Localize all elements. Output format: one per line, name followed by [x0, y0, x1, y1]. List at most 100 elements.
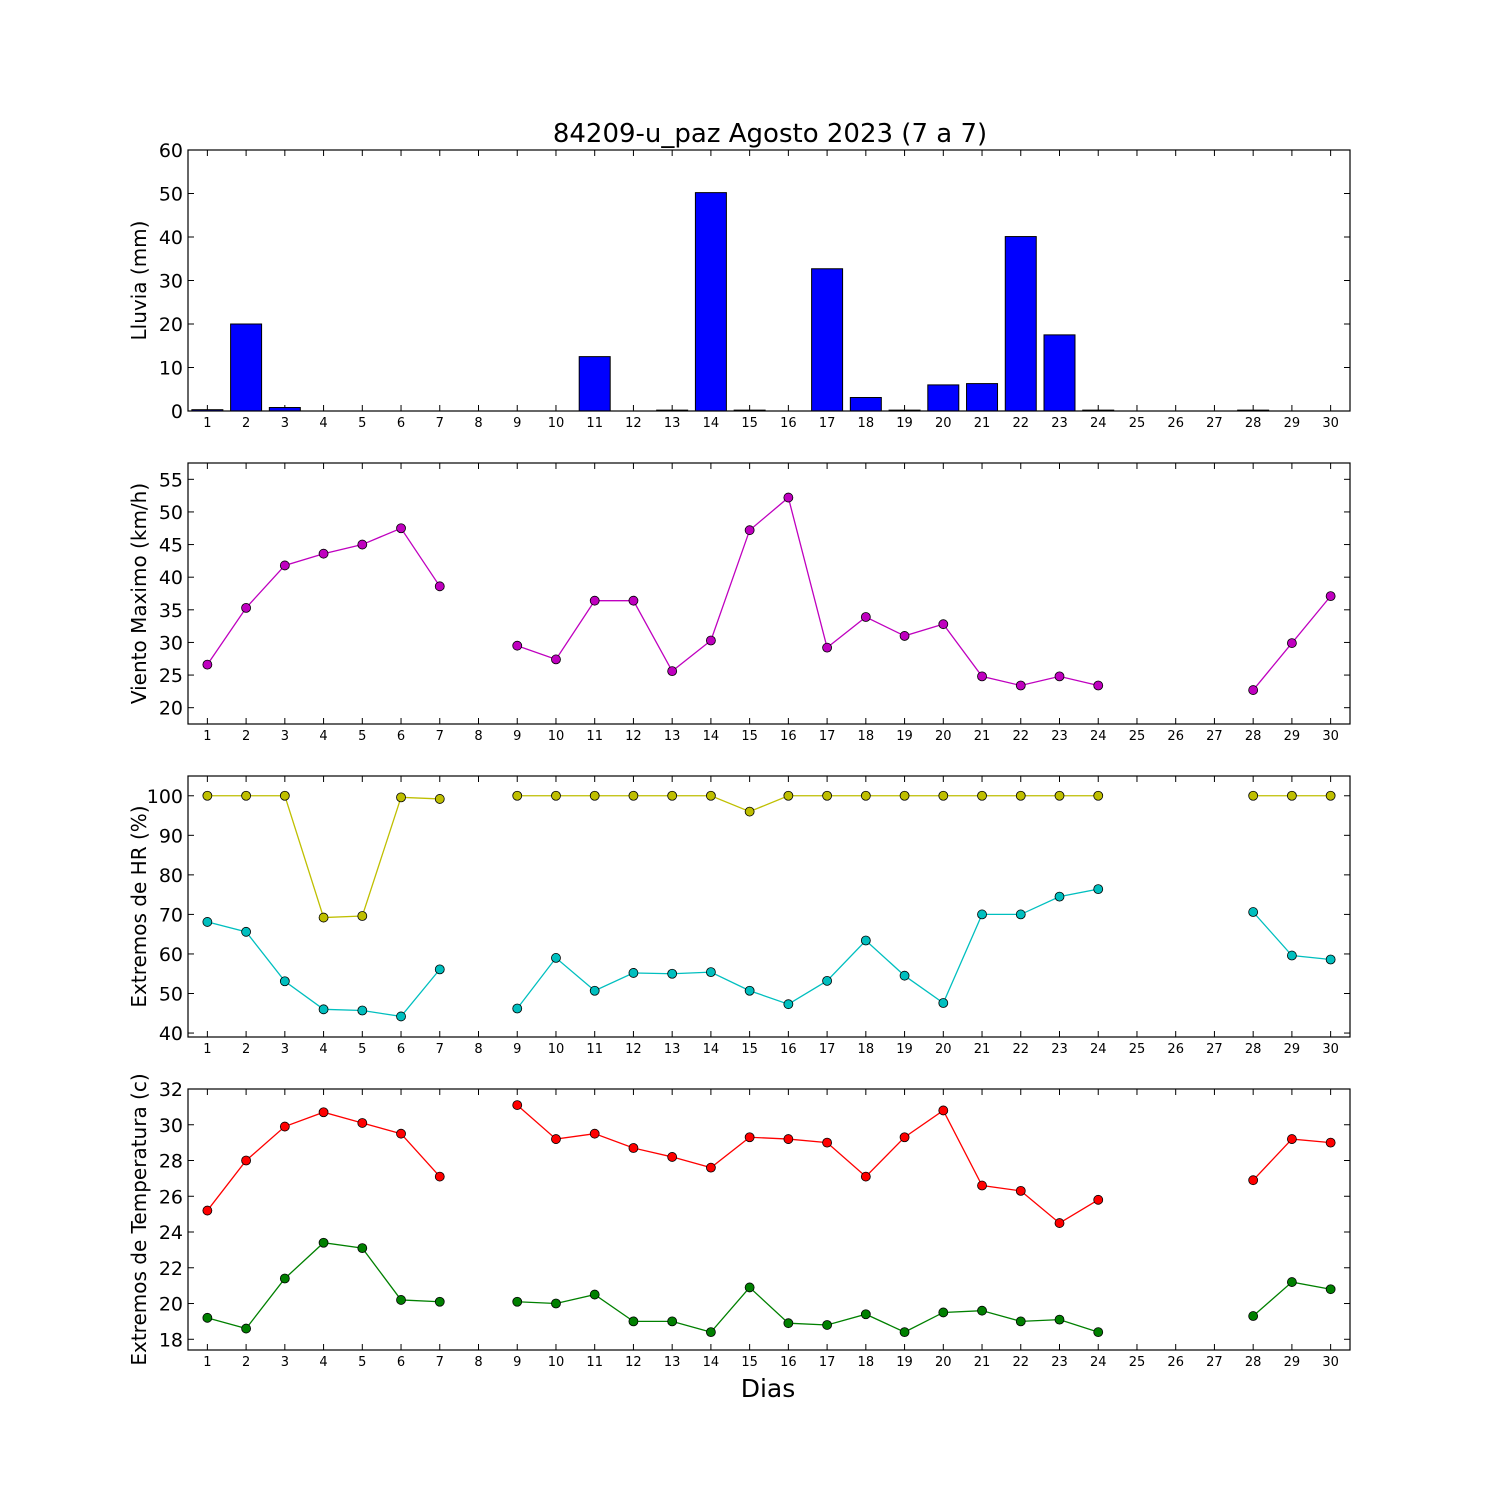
temp-min-point: [977, 1305, 987, 1316]
x-tick-label: 10: [548, 416, 565, 431]
y-tick-label: 0: [171, 401, 183, 423]
hr-min-point: [279, 976, 290, 987]
temp-min-point: [1248, 1311, 1259, 1321]
hr-min-point: [899, 970, 910, 981]
rain-bar: [966, 383, 999, 412]
hr-min-point: [860, 935, 871, 946]
x-tick-label: 2: [242, 416, 250, 431]
hr-max-point: [241, 790, 252, 801]
wind-max-point: [706, 635, 716, 646]
y-tick-label: 20: [159, 1294, 183, 1316]
x-tick-label: 22: [1012, 1355, 1029, 1370]
temp-max-point: [512, 1100, 523, 1110]
rain-bar: [578, 356, 611, 412]
x-tick-label: 2: [242, 1355, 250, 1370]
x-tick-label: 30: [1322, 729, 1339, 744]
x-tick-label: 10: [548, 1355, 565, 1370]
x-tick-label: 18: [858, 416, 875, 431]
x-tick-label: 6: [397, 1355, 405, 1370]
x-tick-label: 26: [1167, 1042, 1184, 1057]
x-tick-label: 12: [625, 416, 642, 431]
temp-max-point: [589, 1128, 600, 1139]
temp-min-point: [396, 1295, 406, 1305]
x-tick-label: 19: [896, 729, 913, 744]
temp-max-point: [396, 1128, 406, 1139]
x-tick-label: 24: [1090, 1355, 1107, 1370]
hr-max-point: [977, 790, 987, 801]
x-tick-label: 19: [896, 1355, 913, 1370]
wind-max-point: [1325, 591, 1336, 602]
x-tick-label: 13: [664, 1355, 681, 1370]
temp-min-point: [551, 1298, 561, 1309]
x-tick-label: 4: [319, 416, 327, 431]
x-tick-label: 1: [203, 729, 211, 744]
x-axis-label: Dias: [741, 1374, 796, 1403]
x-tick-label: 25: [1129, 729, 1146, 744]
x-tick-label: 19: [896, 416, 913, 431]
y-axis-label: Extremos de Temperatura (c): [127, 1073, 151, 1365]
x-tick-label: 14: [703, 416, 720, 431]
temp-max-point: [744, 1132, 755, 1143]
x-tick-label: 28: [1245, 1355, 1262, 1370]
x-tick-label: 21: [974, 729, 991, 744]
plot-frame: [187, 462, 1351, 725]
x-tick-label: 1: [203, 416, 211, 431]
x-tick-label: 14: [703, 1042, 720, 1057]
wind-max-point: [512, 640, 523, 651]
wind-max-point: [1093, 680, 1104, 691]
hr-max-point: [1015, 790, 1026, 801]
x-tick-label: 15: [741, 1355, 758, 1370]
wind-max-point: [1015, 680, 1026, 691]
rain-bar: [849, 397, 882, 412]
x-tick-label: 15: [741, 729, 758, 744]
y-tick-label: 25: [159, 665, 183, 687]
x-tick-label: 27: [1206, 1355, 1223, 1370]
hr-min-point: [551, 953, 561, 963]
x-tick-label: 23: [1051, 416, 1068, 431]
hr-min-point: [396, 1011, 406, 1022]
temp-min-point: [860, 1309, 871, 1320]
x-tick-label: 24: [1090, 1042, 1107, 1057]
wind-max-point: [860, 612, 871, 622]
x-tick-label: 13: [664, 729, 681, 744]
rain-bar: [1004, 236, 1037, 412]
x-tick-label: 4: [319, 729, 327, 744]
hr-min-point: [434, 964, 445, 975]
x-tick-label: 25: [1129, 1355, 1146, 1370]
y-tick-label: 24: [159, 1222, 183, 1244]
x-tick-label: 20: [935, 416, 952, 431]
x-tick-label: 27: [1206, 416, 1223, 431]
temp-max-point: [551, 1134, 561, 1144]
x-tick-label: 7: [436, 1042, 444, 1057]
x-tick-label: 27: [1206, 1042, 1223, 1057]
x-tick-label: 14: [703, 1355, 720, 1370]
x-tick-label: 11: [586, 1042, 603, 1057]
x-tick-label: 5: [358, 729, 366, 744]
temp-min-point: [1325, 1284, 1336, 1295]
x-tick-label: 19: [896, 1042, 913, 1057]
y-tick-label: 28: [159, 1151, 183, 1173]
hr-min-point: [318, 1004, 329, 1015]
temp-max-point: [860, 1171, 871, 1182]
temp-min-point: [202, 1312, 213, 1323]
hr-min-point: [783, 999, 794, 1010]
hr-min-line: [516, 888, 1099, 1009]
temp-min-point: [357, 1243, 368, 1254]
y-tick-label: 26: [159, 1186, 183, 1208]
temp-max-point: [977, 1180, 987, 1191]
x-tick-label: 10: [548, 729, 565, 744]
wind-max-point: [783, 492, 794, 503]
temp-max-point: [706, 1162, 716, 1173]
y-tick-label: 20: [159, 698, 183, 720]
x-tick-label: 7: [436, 729, 444, 744]
temp-min-point: [241, 1323, 252, 1334]
temp-max-point: [899, 1132, 910, 1143]
hr-max-point: [512, 790, 523, 801]
temp-min-point: [628, 1316, 639, 1327]
temp-max-point: [1093, 1194, 1104, 1205]
x-tick-label: 20: [935, 1355, 952, 1370]
x-tick-label: 24: [1090, 416, 1107, 431]
x-tick-label: 30: [1322, 1355, 1339, 1370]
y-tick-label: 30: [159, 271, 183, 293]
